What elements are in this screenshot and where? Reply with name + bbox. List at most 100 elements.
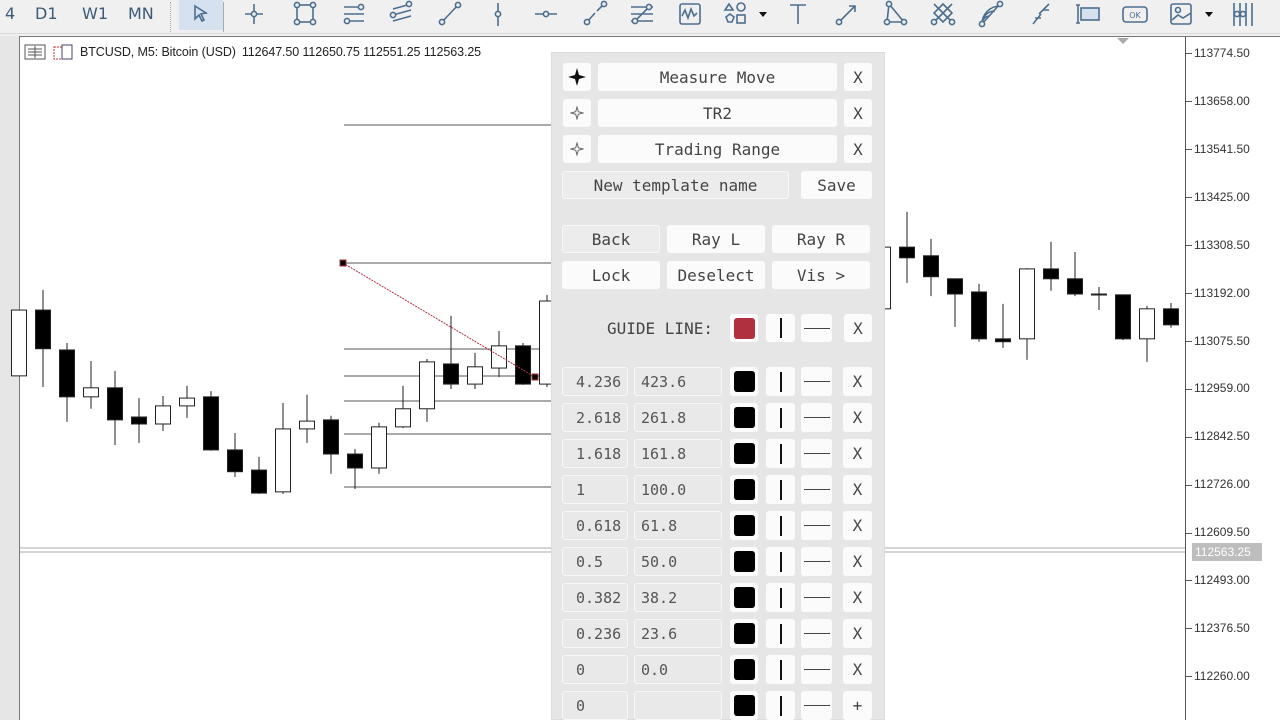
add-level-button[interactable]: +	[843, 691, 872, 720]
level-width-button[interactable]	[766, 691, 795, 720]
level-style-button[interactable]	[801, 439, 832, 468]
level-percent-input[interactable]: 23.6	[634, 619, 722, 648]
lock-button[interactable]: Lock	[562, 261, 660, 289]
level-style-button[interactable]	[801, 583, 832, 612]
level-ratio-input[interactable]: 0	[562, 691, 628, 720]
level-style-button[interactable]	[801, 619, 832, 648]
level-color-picker[interactable]	[730, 655, 758, 684]
delete-level-button[interactable]: X	[843, 475, 872, 504]
price-axis[interactable]: 113774.50 113658.00 113541.50 113425.00 1133…	[1185, 37, 1280, 720]
save-template-button[interactable]: Save	[801, 171, 872, 199]
level-style-button[interactable]	[801, 691, 832, 720]
template-delete-button[interactable]: X	[844, 135, 872, 163]
template-name-button[interactable]: TR2	[598, 99, 837, 127]
delete-level-button[interactable]: X	[843, 403, 872, 432]
delete-level-button[interactable]: X	[843, 439, 872, 468]
level-width-button[interactable]	[766, 439, 795, 468]
level-style-button[interactable]	[801, 475, 832, 504]
level-color-picker[interactable]	[730, 475, 758, 504]
guide-line-color-picker[interactable]	[730, 314, 758, 342]
level-ratio-input[interactable]: 0.618	[562, 511, 628, 540]
vis-button[interactable]: Vis >	[772, 261, 870, 289]
dropdown-arrow-icon[interactable]	[1205, 12, 1213, 17]
template-delete-button[interactable]: X	[844, 63, 872, 91]
level-style-button[interactable]	[801, 403, 832, 432]
level-color-picker[interactable]	[730, 367, 758, 396]
delete-level-button[interactable]: X	[843, 547, 872, 576]
level-style-button[interactable]	[801, 547, 832, 576]
horizontal-lines-icon[interactable]	[334, 0, 374, 28]
level-width-button[interactable]	[766, 583, 795, 612]
trendline-icon[interactable]	[430, 0, 470, 28]
level-ratio-input[interactable]: 0.236	[562, 619, 628, 648]
template-name-input[interactable]: New template name	[562, 171, 789, 199]
chart-list-icon[interactable]	[24, 44, 46, 60]
guide-line-delete-button[interactable]: X	[844, 314, 872, 342]
level-ratio-input[interactable]: 2.618	[562, 403, 628, 432]
delete-level-button[interactable]: X	[843, 511, 872, 540]
level-percent-input[interactable]: 0.0	[634, 655, 722, 684]
fibonacci-icon[interactable]	[622, 0, 662, 28]
level-width-button[interactable]	[766, 511, 795, 540]
level-color-picker[interactable]	[730, 547, 758, 576]
level-width-button[interactable]	[766, 655, 795, 684]
channel-lines-icon[interactable]	[382, 0, 422, 28]
level-ratio-input[interactable]: 0	[562, 655, 628, 684]
delete-level-button[interactable]: X	[843, 367, 872, 396]
level-width-button[interactable]	[766, 475, 795, 504]
level-width-button[interactable]	[766, 547, 795, 576]
pitchfork-icon[interactable]	[1020, 0, 1060, 28]
level-color-picker[interactable]	[730, 691, 758, 720]
indicator-window-icon[interactable]	[670, 0, 710, 28]
period-h4[interactable]: 4	[5, 4, 16, 23]
ray-icon[interactable]	[575, 0, 615, 28]
back-button[interactable]: Back	[562, 225, 660, 253]
triangle-icon[interactable]	[875, 0, 915, 28]
delete-level-button[interactable]: X	[843, 583, 872, 612]
level-percent-input[interactable]: 100.0	[634, 475, 722, 504]
ray-l-button[interactable]: Ray L	[667, 225, 765, 253]
level-width-button[interactable]	[766, 367, 795, 396]
horizontal-line-icon[interactable]	[526, 0, 566, 28]
chart-canvas[interactable]	[0, 0, 1185, 720]
guide-line-width-button[interactable]	[766, 314, 795, 342]
rectangle-icon[interactable]	[285, 0, 325, 28]
level-percent-input[interactable]: 423.6	[634, 367, 722, 396]
label-icon[interactable]	[1068, 0, 1108, 28]
delete-level-button[interactable]: X	[843, 619, 872, 648]
level-percent-input[interactable]: 161.8	[634, 439, 722, 468]
level-ratio-input[interactable]: 0.382	[562, 583, 628, 612]
level-ratio-input[interactable]: 0.5	[562, 547, 628, 576]
level-ratio-input[interactable]: 1.618	[562, 439, 628, 468]
period-mn[interactable]: MN	[128, 4, 154, 23]
period-w1[interactable]: W1	[82, 4, 108, 23]
level-style-button[interactable]	[801, 655, 832, 684]
level-color-picker[interactable]	[730, 511, 758, 540]
crosshair-icon[interactable]	[234, 0, 274, 28]
level-percent-input[interactable]: 61.8	[634, 511, 722, 540]
image-icon[interactable]	[1162, 0, 1202, 28]
guide-anchor-handle[interactable]	[339, 259, 347, 267]
text-icon[interactable]	[778, 0, 818, 28]
fan-icon[interactable]	[971, 0, 1011, 28]
shapes-icon[interactable]	[716, 0, 756, 28]
vertical-line-icon[interactable]	[478, 0, 518, 28]
level-color-picker[interactable]	[730, 619, 758, 648]
level-color-picker[interactable]	[730, 439, 758, 468]
dropdown-arrow-icon[interactable]	[759, 12, 767, 17]
template-activate-button[interactable]	[563, 99, 591, 127]
template-activate-button[interactable]	[563, 63, 591, 91]
level-width-button[interactable]	[766, 403, 795, 432]
cursor-icon[interactable]	[179, 0, 223, 30]
guide-anchor-handle[interactable]	[531, 373, 539, 381]
level-ratio-input[interactable]: 4.236	[562, 367, 628, 396]
period-d1[interactable]: D1	[35, 4, 58, 23]
levels-icon[interactable]	[1223, 0, 1263, 28]
level-percent-input[interactable]	[634, 691, 722, 720]
delete-level-button[interactable]: X	[843, 655, 872, 684]
level-width-button[interactable]	[766, 619, 795, 648]
ray-r-button[interactable]: Ray R	[772, 225, 870, 253]
chart-template-icon[interactable]	[52, 44, 74, 60]
template-activate-button[interactable]	[563, 135, 591, 163]
ok-button-icon[interactable]: OK	[1115, 0, 1155, 28]
